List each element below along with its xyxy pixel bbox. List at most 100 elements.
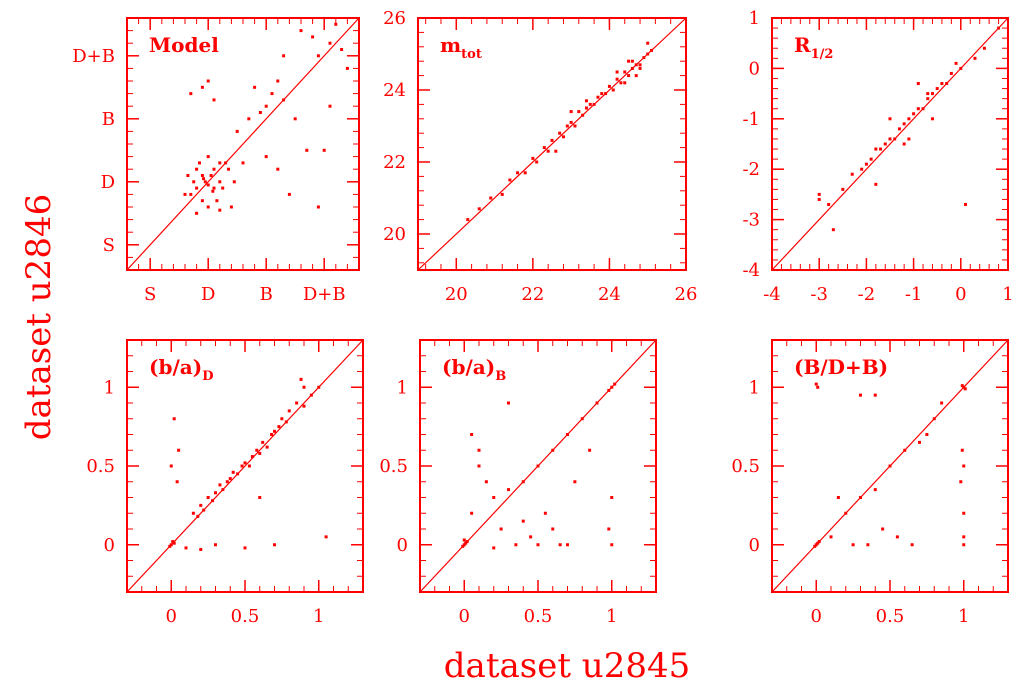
panel-2-point	[615, 77, 619, 81]
panel-2-y-tick-label: 24	[383, 80, 406, 101]
panel-1-x-tick-label: B	[260, 284, 273, 305]
panel-1-point	[316, 54, 320, 58]
panel-2-point	[584, 99, 588, 103]
panel-4-point	[214, 543, 217, 547]
panel-5-y-tick-label: 1	[397, 377, 408, 398]
panel-5-title-main: (b/a)	[442, 355, 495, 379]
panel-3-y-tick-label: 0	[749, 58, 760, 79]
panel-2-point	[554, 149, 558, 153]
panel-1-y-tick-label: D	[101, 172, 115, 193]
panel-1-point	[212, 186, 216, 190]
panel-1-identity-line	[126, 17, 360, 271]
panel-3-point	[888, 137, 892, 141]
panel-5-point	[551, 527, 555, 531]
panel-5-point	[607, 527, 611, 531]
panel-5-point	[499, 527, 503, 531]
panel-3-point	[997, 26, 1001, 30]
panel-3-y-tick-label: -2	[742, 159, 760, 180]
panel-4-point	[258, 451, 262, 455]
panel-3-point	[921, 107, 925, 111]
panel-4-point	[287, 409, 291, 413]
panel-2-point	[650, 48, 654, 52]
panel-6-y-tick-label: 1	[749, 377, 760, 398]
panel-6-point	[903, 448, 907, 452]
panel-1-x-tick-label: S	[144, 284, 156, 305]
panel-2-point	[623, 81, 627, 85]
panel-5-title-subscript: B	[495, 369, 506, 384]
panel-4-point	[172, 541, 176, 545]
panel-4-point	[270, 433, 274, 436]
panel-2-x-tick-label: 24	[598, 284, 621, 305]
panel-3-point	[902, 122, 906, 126]
panel-1-point	[195, 211, 199, 215]
panel-5-point	[543, 511, 547, 515]
panel-1-point	[211, 189, 215, 193]
panel-3-point	[916, 107, 920, 111]
panel-3-frame	[771, 17, 1009, 271]
panel-2-point	[489, 196, 493, 200]
panel-2-point	[615, 70, 619, 74]
panel-3-point	[907, 137, 911, 141]
panel-1-point	[264, 104, 268, 108]
panel-4-point	[324, 535, 328, 539]
panel-4-point	[171, 540, 175, 544]
panel-2-point	[573, 124, 577, 128]
panel-4-y-tick-label: 0	[104, 535, 115, 556]
panel-1-point	[209, 174, 213, 177]
panel-1-x-tick-label: D+B	[303, 284, 346, 305]
panel-3-point	[827, 202, 831, 206]
panel-4-point	[175, 480, 179, 484]
panel-3-point	[926, 92, 930, 96]
panel-4-point	[214, 491, 217, 495]
panel-1-point	[253, 85, 257, 89]
panel-4-point	[250, 455, 254, 459]
panel-6-point	[962, 535, 966, 539]
panel-3-point	[869, 157, 873, 161]
panel-6-title-main: (B/D+B)	[794, 355, 888, 379]
panel-6-y-tick-label: 0.5	[731, 456, 760, 477]
panel-2-title-main: m	[440, 33, 461, 57]
panel-2-point	[535, 160, 539, 164]
panel-3-point	[940, 82, 944, 86]
panel-1-point	[200, 85, 204, 89]
panel-5-point	[484, 480, 488, 484]
panel-5-point	[536, 543, 540, 547]
panel-1-point	[227, 167, 230, 171]
panel-3-point	[916, 82, 920, 86]
panel-6-point	[962, 464, 966, 468]
panel-4-point	[196, 514, 200, 518]
panel-4-point	[258, 496, 262, 499]
panel-1-y-tick-label: S	[103, 235, 115, 256]
panel-4-point	[277, 425, 281, 429]
panel-2-point	[611, 88, 615, 92]
panel-4-point	[168, 544, 172, 548]
panel-1-point	[276, 167, 280, 171]
panel-6-point	[844, 511, 848, 515]
panel-4-point	[255, 448, 259, 452]
panel-3-point	[982, 46, 986, 50]
panel-1-point	[189, 92, 193, 96]
panel-2-title: mtot	[440, 33, 482, 62]
panel-5-point	[566, 433, 569, 436]
panel-3-point	[883, 142, 887, 146]
panel-2-point	[623, 70, 627, 74]
panel-2-point	[646, 52, 650, 56]
panel-4-point	[302, 385, 306, 389]
panel-1: S D B D+B S D B D+B Model	[72, 17, 360, 305]
panel-5-point	[613, 382, 617, 386]
panel-3-point	[874, 147, 878, 151]
panel-3-point	[879, 147, 883, 151]
panel-5-point	[566, 543, 569, 547]
panel-3-point	[949, 71, 953, 75]
panel-2-point	[619, 81, 623, 85]
panel-5-point	[595, 401, 599, 405]
panel-5-point	[551, 448, 555, 452]
panel-3-point	[964, 202, 968, 206]
panel-4-point	[211, 499, 215, 503]
panel-5-point	[610, 496, 614, 499]
panel-5-title: (b/a)B	[442, 355, 506, 384]
panel-5-point	[461, 544, 465, 548]
panel-1-point	[212, 98, 216, 102]
panel-5-point	[492, 546, 496, 550]
